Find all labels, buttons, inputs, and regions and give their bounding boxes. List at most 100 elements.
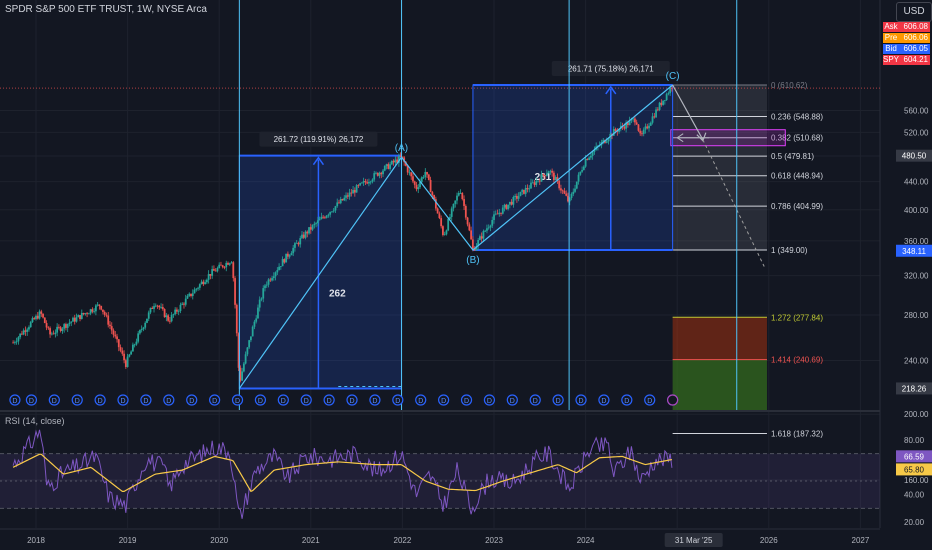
candle-body [218, 264, 221, 268]
time-tick: 2024 [577, 536, 595, 545]
dividend-marker[interactable] [25, 394, 38, 406]
wave-label-b[interactable]: (B) [466, 255, 479, 266]
vertical-lines[interactable] [238, 0, 738, 410]
dividend-marker[interactable] [48, 394, 60, 406]
projection-arrowhead-left [676, 133, 684, 143]
candle-body [554, 177, 557, 181]
symbol-title[interactable]: SPDR S&P 500 ETF TRUST, 1W, NYSE Arca [5, 4, 207, 15]
candle-body [378, 172, 381, 176]
quote-bid-label: Bid [883, 44, 899, 54]
time-axis[interactable]: 2018201920202021202220232024202520262027… [0, 528, 880, 550]
candle-body [628, 120, 631, 126]
candle-body [412, 176, 414, 182]
price-tick: 520.00 [904, 128, 929, 137]
candle-body [45, 323, 48, 328]
candle-body [366, 182, 369, 184]
candle-body [149, 307, 152, 313]
dividend-marker[interactable] [552, 394, 564, 406]
dividend-marker[interactable] [117, 394, 129, 406]
candle-body [442, 226, 444, 235]
dividend-marker[interactable] [140, 394, 152, 406]
candle-body [512, 196, 515, 205]
candle-body [394, 159, 397, 163]
candle-body [551, 170, 554, 173]
currency-button[interactable]: USD [896, 2, 932, 22]
dividend-marker[interactable] [186, 394, 198, 406]
candle-body [531, 182, 534, 184]
dividend-marker[interactable] [277, 394, 289, 406]
wave-path[interactable] [238, 84, 674, 389]
candle-body [382, 170, 384, 175]
dividend-marker[interactable] [415, 394, 427, 406]
candle-body [634, 118, 636, 123]
candle-body [297, 242, 300, 245]
dividend-marker[interactable] [254, 394, 267, 406]
dividend-marker[interactable] [9, 394, 21, 406]
candle-body [549, 170, 552, 172]
dividend-marker[interactable] [300, 394, 312, 406]
dividend-marker[interactable] [94, 394, 106, 406]
candle-body [501, 207, 504, 214]
candle-body [540, 173, 543, 182]
candle-body [197, 287, 199, 289]
dividend-marker[interactable] [323, 394, 335, 406]
projection-arrow-down[interactable] [672, 84, 704, 141]
wave-label-c[interactable]: (C) [666, 71, 680, 82]
dividend-marker[interactable] [438, 394, 450, 406]
candle-body [336, 202, 339, 207]
candle-body [656, 109, 659, 111]
candle-body [463, 199, 465, 206]
dividend-marker[interactable] [621, 394, 633, 406]
candle-body [146, 318, 148, 323]
price-label: 480.50 [902, 152, 927, 161]
dividend-marker[interactable] [369, 394, 381, 406]
candle-body [334, 206, 337, 211]
price-axis[interactable]: 160.00 200.00 240.00 280.00 320.00 360.00 400.… [881, 0, 932, 550]
candle-body [84, 313, 87, 315]
dividend-marker[interactable] [231, 394, 244, 406]
measure-info-2: 261.71 (75.18%) 26,171 [568, 64, 654, 73]
candle-body [174, 309, 177, 315]
candle-body [665, 94, 668, 101]
dividend-marker[interactable] [644, 394, 656, 406]
candle-body [459, 192, 462, 194]
candle-body [292, 247, 295, 254]
candle-body [392, 160, 395, 163]
price-tick: 360.00 [904, 237, 929, 246]
candle-body [269, 279, 272, 281]
rsi-title[interactable]: RSI (14, close) [5, 416, 65, 426]
candle-body [19, 333, 22, 338]
candle-body [137, 333, 140, 342]
dividend-marker[interactable] [506, 394, 518, 406]
candle-body [63, 324, 66, 329]
event-marker[interactable] [667, 394, 679, 406]
candle-body [151, 307, 154, 309]
dividend-marker[interactable] [71, 394, 83, 406]
candle-body [642, 129, 645, 134]
dividend-marker[interactable] [598, 394, 610, 406]
candle-body [561, 190, 564, 192]
price-series [12, 85, 673, 383]
dividend-marker[interactable] [346, 394, 358, 406]
dividend-markers[interactable]: DDDDDDDDDDDDDDDDDDDDDDDDDDDDDD [9, 394, 679, 406]
dividend-marker[interactable] [483, 394, 496, 406]
rsi-value-label: 66.59 [904, 452, 925, 461]
dividend-marker[interactable] [575, 394, 587, 406]
dividend-marker-label: D [441, 398, 446, 405]
candle-body [237, 333, 240, 368]
dividend-marker[interactable] [460, 394, 473, 406]
candle-body [130, 351, 133, 355]
candle-body [255, 318, 258, 322]
candle-body [434, 199, 437, 209]
candle-body [170, 314, 173, 322]
dividend-marker[interactable] [529, 394, 541, 406]
candle-body [641, 133, 643, 135]
candle-body [544, 175, 546, 177]
dividend-marker[interactable] [163, 394, 175, 406]
dividend-marker[interactable] [209, 394, 221, 406]
price-label: 218.26 [902, 384, 927, 393]
dividend-marker-label: D [533, 398, 538, 405]
candle-body [438, 213, 441, 219]
dividend-marker[interactable] [392, 394, 404, 406]
